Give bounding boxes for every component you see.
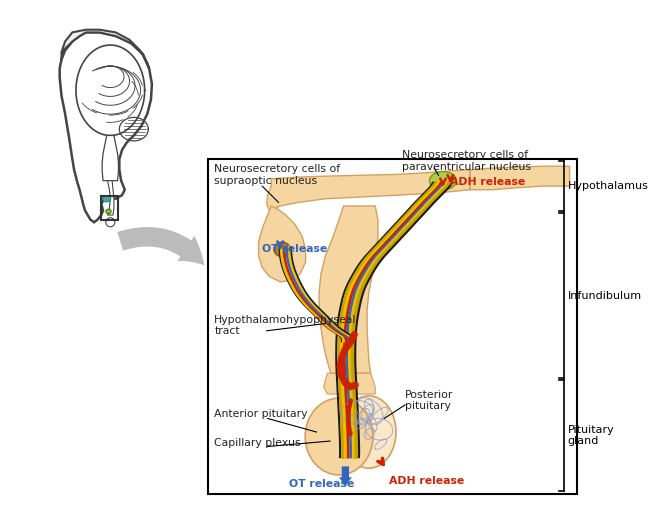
Ellipse shape	[106, 218, 115, 227]
Text: Pituitary
gland: Pituitary gland	[568, 425, 614, 446]
Bar	[208, 159, 577, 494]
Ellipse shape	[305, 398, 373, 475]
Ellipse shape	[430, 172, 456, 190]
Polygon shape	[108, 181, 114, 215]
Text: OT release: OT release	[289, 479, 354, 489]
Polygon shape	[266, 170, 470, 211]
Text: Infundibulum: Infundibulum	[568, 290, 642, 300]
Text: Anterior pituitary: Anterior pituitary	[214, 409, 308, 419]
Text: Neurosecretory cells of
supraoptic nucleus: Neurosecretory cells of supraoptic nucle…	[214, 164, 341, 186]
Text: ADH release: ADH release	[450, 176, 525, 186]
Text: Neurosecretory cells of
paraventricular nucleus: Neurosecretory cells of paraventricular …	[402, 150, 531, 172]
Polygon shape	[102, 135, 118, 181]
Bar	[101, 196, 118, 219]
Polygon shape	[319, 206, 378, 373]
Ellipse shape	[103, 196, 111, 202]
Text: Capillary plexus: Capillary plexus	[214, 438, 301, 448]
Polygon shape	[62, 30, 150, 69]
Text: Hypothalamus: Hypothalamus	[568, 181, 649, 191]
Text: ADH release: ADH release	[389, 476, 464, 486]
FancyArrowPatch shape	[117, 227, 204, 265]
Polygon shape	[324, 373, 375, 394]
FancyArrow shape	[339, 466, 352, 486]
Polygon shape	[60, 33, 152, 222]
Text: Hypothalamohypophyseal
tract: Hypothalamohypophyseal tract	[214, 314, 357, 336]
Ellipse shape	[274, 242, 291, 257]
Ellipse shape	[106, 209, 111, 214]
Text: OT release: OT release	[262, 245, 328, 255]
Polygon shape	[470, 166, 569, 190]
Ellipse shape	[342, 396, 396, 468]
Text: Posterior
pituitary: Posterior pituitary	[405, 390, 454, 411]
Polygon shape	[259, 206, 305, 282]
